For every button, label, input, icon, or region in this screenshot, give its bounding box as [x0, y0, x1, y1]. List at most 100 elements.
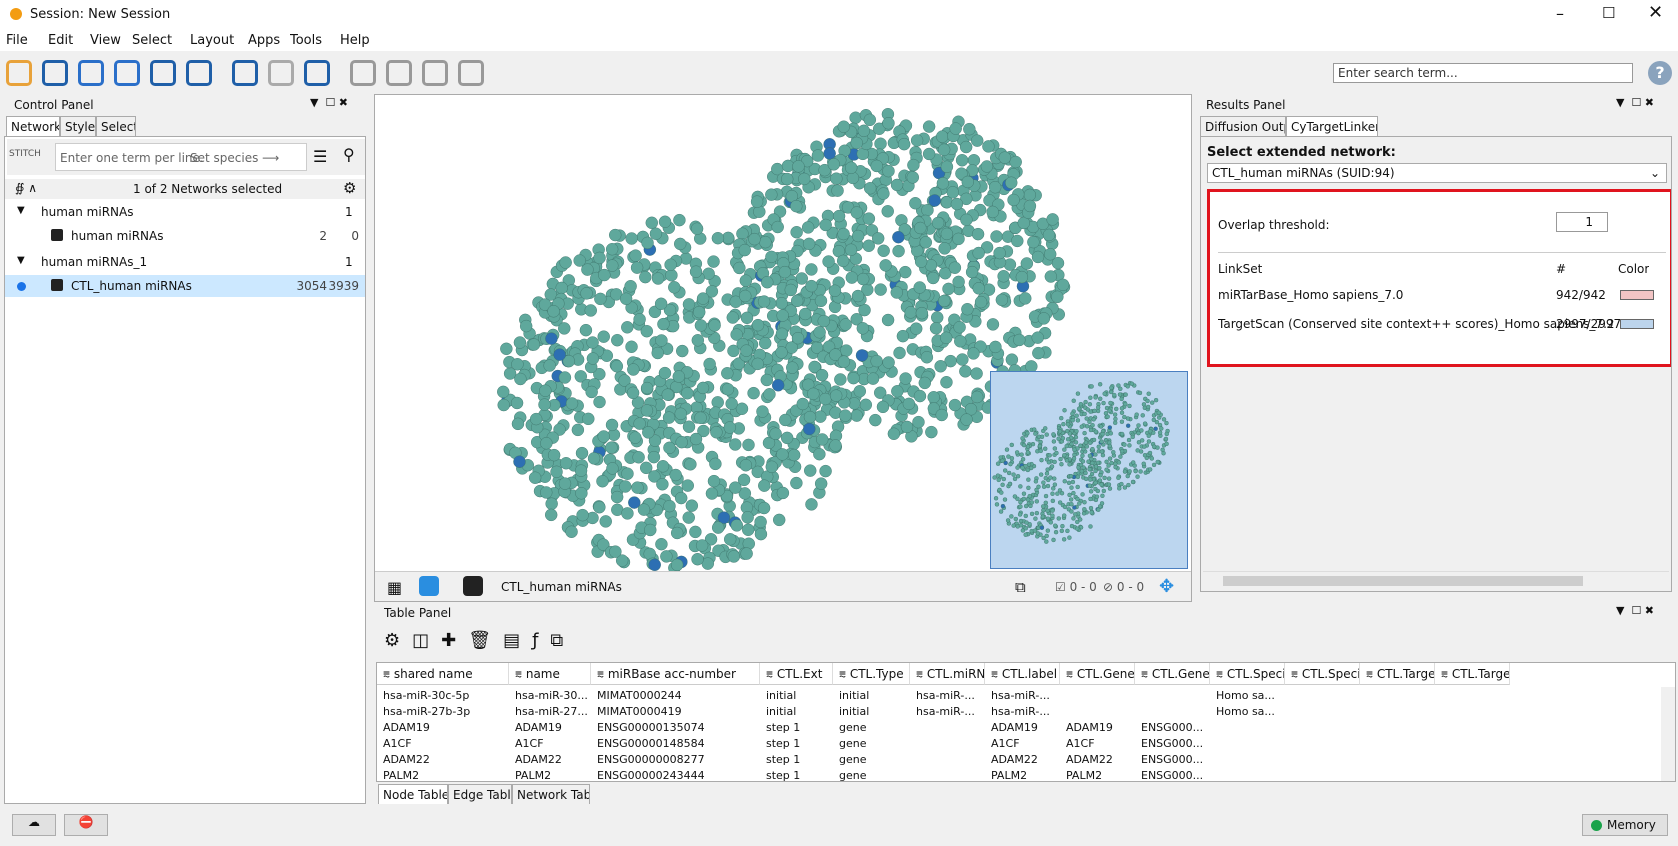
- network-node[interactable]: [1123, 392, 1128, 397]
- network-node[interactable]: [811, 149, 825, 162]
- network-node[interactable]: [832, 209, 846, 223]
- network-node[interactable]: [511, 358, 524, 371]
- network-node[interactable]: [1031, 331, 1044, 344]
- network-node[interactable]: [1058, 456, 1063, 462]
- toolbar-button[interactable]: [350, 60, 376, 86]
- network-node[interactable]: [637, 503, 651, 516]
- query-input[interactable]: Enter one term per line. Set species ⟶: [55, 143, 307, 171]
- network-node[interactable]: [791, 331, 805, 345]
- network-node[interactable]: [705, 285, 719, 298]
- column-header[interactable]: ⩳ CTL.label: [985, 663, 1060, 685]
- network-node[interactable]: [694, 319, 708, 332]
- table-cell[interactable]: Homo sa...: [1216, 689, 1275, 702]
- network-node[interactable]: [1048, 520, 1054, 525]
- network-node[interactable]: [619, 292, 633, 305]
- network-node[interactable]: [1083, 476, 1089, 482]
- column-header[interactable]: ⩳ CTL.Specie: [1210, 663, 1285, 685]
- table-cell[interactable]: ENSG000...: [1141, 753, 1204, 766]
- network-node[interactable]: [1032, 427, 1037, 432]
- toolbar-button[interactable]: [422, 60, 448, 86]
- network-node[interactable]: [995, 293, 1009, 307]
- network-node[interactable]: [892, 230, 905, 244]
- network-node[interactable]: [763, 388, 776, 401]
- table-cell[interactable]: ADAM19: [1066, 721, 1113, 734]
- network-node[interactable]: [1005, 176, 1018, 189]
- network-node[interactable]: [1011, 234, 1024, 248]
- network-node[interactable]: [784, 283, 798, 297]
- expand-icon[interactable]: ▼: [17, 255, 25, 266]
- table-cell[interactable]: gene: [839, 769, 867, 782]
- network-node[interactable]: [1051, 256, 1065, 270]
- network-node[interactable]: [1019, 292, 1032, 305]
- network-node[interactable]: [527, 338, 541, 351]
- close[interactable]: ✕: [1648, 2, 1664, 23]
- network-node[interactable]: [587, 452, 601, 465]
- network-node[interactable]: [1052, 523, 1058, 528]
- network-node[interactable]: [1049, 464, 1055, 469]
- network-node[interactable]: [758, 479, 771, 492]
- network-node[interactable]: [540, 486, 553, 499]
- network-node[interactable]: [1069, 509, 1074, 514]
- network-node[interactable]: [1032, 346, 1045, 360]
- network-node[interactable]: [870, 354, 883, 368]
- table-cell[interactable]: ENSG00000135074: [597, 721, 705, 734]
- network-node[interactable]: [1074, 429, 1079, 434]
- network-node[interactable]: [1002, 468, 1008, 473]
- network-node[interactable]: [1102, 475, 1107, 481]
- stitch-label[interactable]: STITCH: [9, 149, 41, 159]
- network-node[interactable]: [965, 265, 979, 279]
- network-node[interactable]: [773, 513, 786, 527]
- network-node[interactable]: [727, 550, 741, 563]
- network-node[interactable]: [1069, 441, 1074, 447]
- network-node[interactable]: [629, 431, 642, 444]
- network-node[interactable]: [998, 509, 1004, 514]
- network-node[interactable]: [1045, 483, 1051, 489]
- network-node[interactable]: [1062, 513, 1067, 518]
- network-node[interactable]: [1088, 489, 1094, 494]
- network-node[interactable]: [663, 499, 676, 513]
- network-node[interactable]: [610, 360, 624, 373]
- network-node[interactable]: [685, 499, 699, 512]
- panel-controls[interactable]: ▼ ☐ ✖: [1616, 604, 1655, 617]
- network-node[interactable]: [575, 446, 589, 460]
- network-node[interactable]: [1062, 479, 1067, 484]
- network-node[interactable]: [723, 421, 737, 434]
- network-node[interactable]: [1067, 431, 1073, 436]
- network-node[interactable]: [1044, 248, 1057, 261]
- menu-item[interactable]: View: [90, 33, 121, 48]
- network-node[interactable]: [1094, 494, 1100, 499]
- network-node[interactable]: [1071, 398, 1076, 403]
- network-node[interactable]: [540, 437, 553, 450]
- network-node[interactable]: [1037, 312, 1051, 325]
- network-node[interactable]: [1119, 481, 1124, 487]
- network-node[interactable]: [1098, 396, 1103, 401]
- network-node[interactable]: [1098, 424, 1104, 429]
- network-node[interactable]: [513, 455, 526, 468]
- network-node[interactable]: [970, 390, 984, 404]
- network-node[interactable]: [1077, 501, 1082, 506]
- network-node[interactable]: [1088, 477, 1093, 482]
- table-cell[interactable]: PALM2: [515, 769, 552, 782]
- network-node[interactable]: [928, 194, 941, 207]
- network-node[interactable]: [1011, 523, 1016, 528]
- network-node[interactable]: [1045, 516, 1051, 521]
- settings-icon[interactable]: ⚙: [343, 179, 357, 197]
- network-node[interactable]: [633, 313, 646, 326]
- network-node[interactable]: [1005, 518, 1011, 523]
- network-node[interactable]: [1015, 465, 1020, 470]
- network-node[interactable]: [1065, 437, 1071, 442]
- network-node[interactable]: [862, 212, 876, 225]
- network-node[interactable]: [1119, 431, 1125, 437]
- network-node[interactable]: [823, 147, 836, 160]
- network-node[interactable]: [940, 376, 953, 389]
- network-node[interactable]: [1093, 452, 1098, 457]
- network-node[interactable]: [1075, 526, 1080, 531]
- network-node[interactable]: [1117, 392, 1123, 397]
- network-node[interactable]: [1062, 453, 1067, 458]
- network-node[interactable]: [703, 357, 716, 371]
- network-node[interactable]: [790, 226, 803, 239]
- network-node[interactable]: [586, 336, 599, 349]
- network-node[interactable]: [980, 160, 994, 173]
- network-node[interactable]: [669, 468, 682, 482]
- column-header[interactable]: ⩳ CTL.Gene...: [1135, 663, 1210, 685]
